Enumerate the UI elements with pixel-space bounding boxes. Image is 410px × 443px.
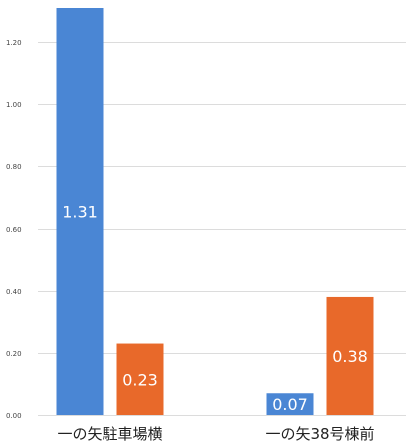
bars [56, 8, 374, 415]
y-tick-label: 1.00 [6, 101, 22, 109]
data-label: 0.23 [122, 370, 158, 389]
bar [116, 343, 164, 415]
y-tick-label: 0.20 [6, 350, 22, 358]
y-tick-label: 0.60 [6, 226, 22, 234]
y-tick-label: 1.20 [6, 39, 22, 47]
y-axis-ticks: 0.00 0.20 0.40 0.60 0.80 1.00 1.20 [6, 39, 22, 420]
category-label: 一の矢駐車場横 [57, 425, 162, 443]
y-tick-label: 0.00 [6, 412, 22, 420]
data-label: 0.38 [332, 347, 368, 366]
data-labels: 1.31 0.23 0.07 0.38 [62, 203, 368, 415]
y-tick-label: 0.40 [6, 288, 22, 296]
bar [266, 393, 314, 415]
data-label: 1.31 [62, 203, 98, 222]
y-tick-label: 0.80 [6, 163, 22, 171]
x-axis-categories: 一の矢駐車場横 一の矢38号棟前 [57, 425, 374, 443]
data-label: 0.07 [272, 395, 308, 414]
bar [326, 296, 374, 415]
category-label: 一の矢38号棟前 [265, 425, 374, 443]
bar [56, 8, 104, 415]
